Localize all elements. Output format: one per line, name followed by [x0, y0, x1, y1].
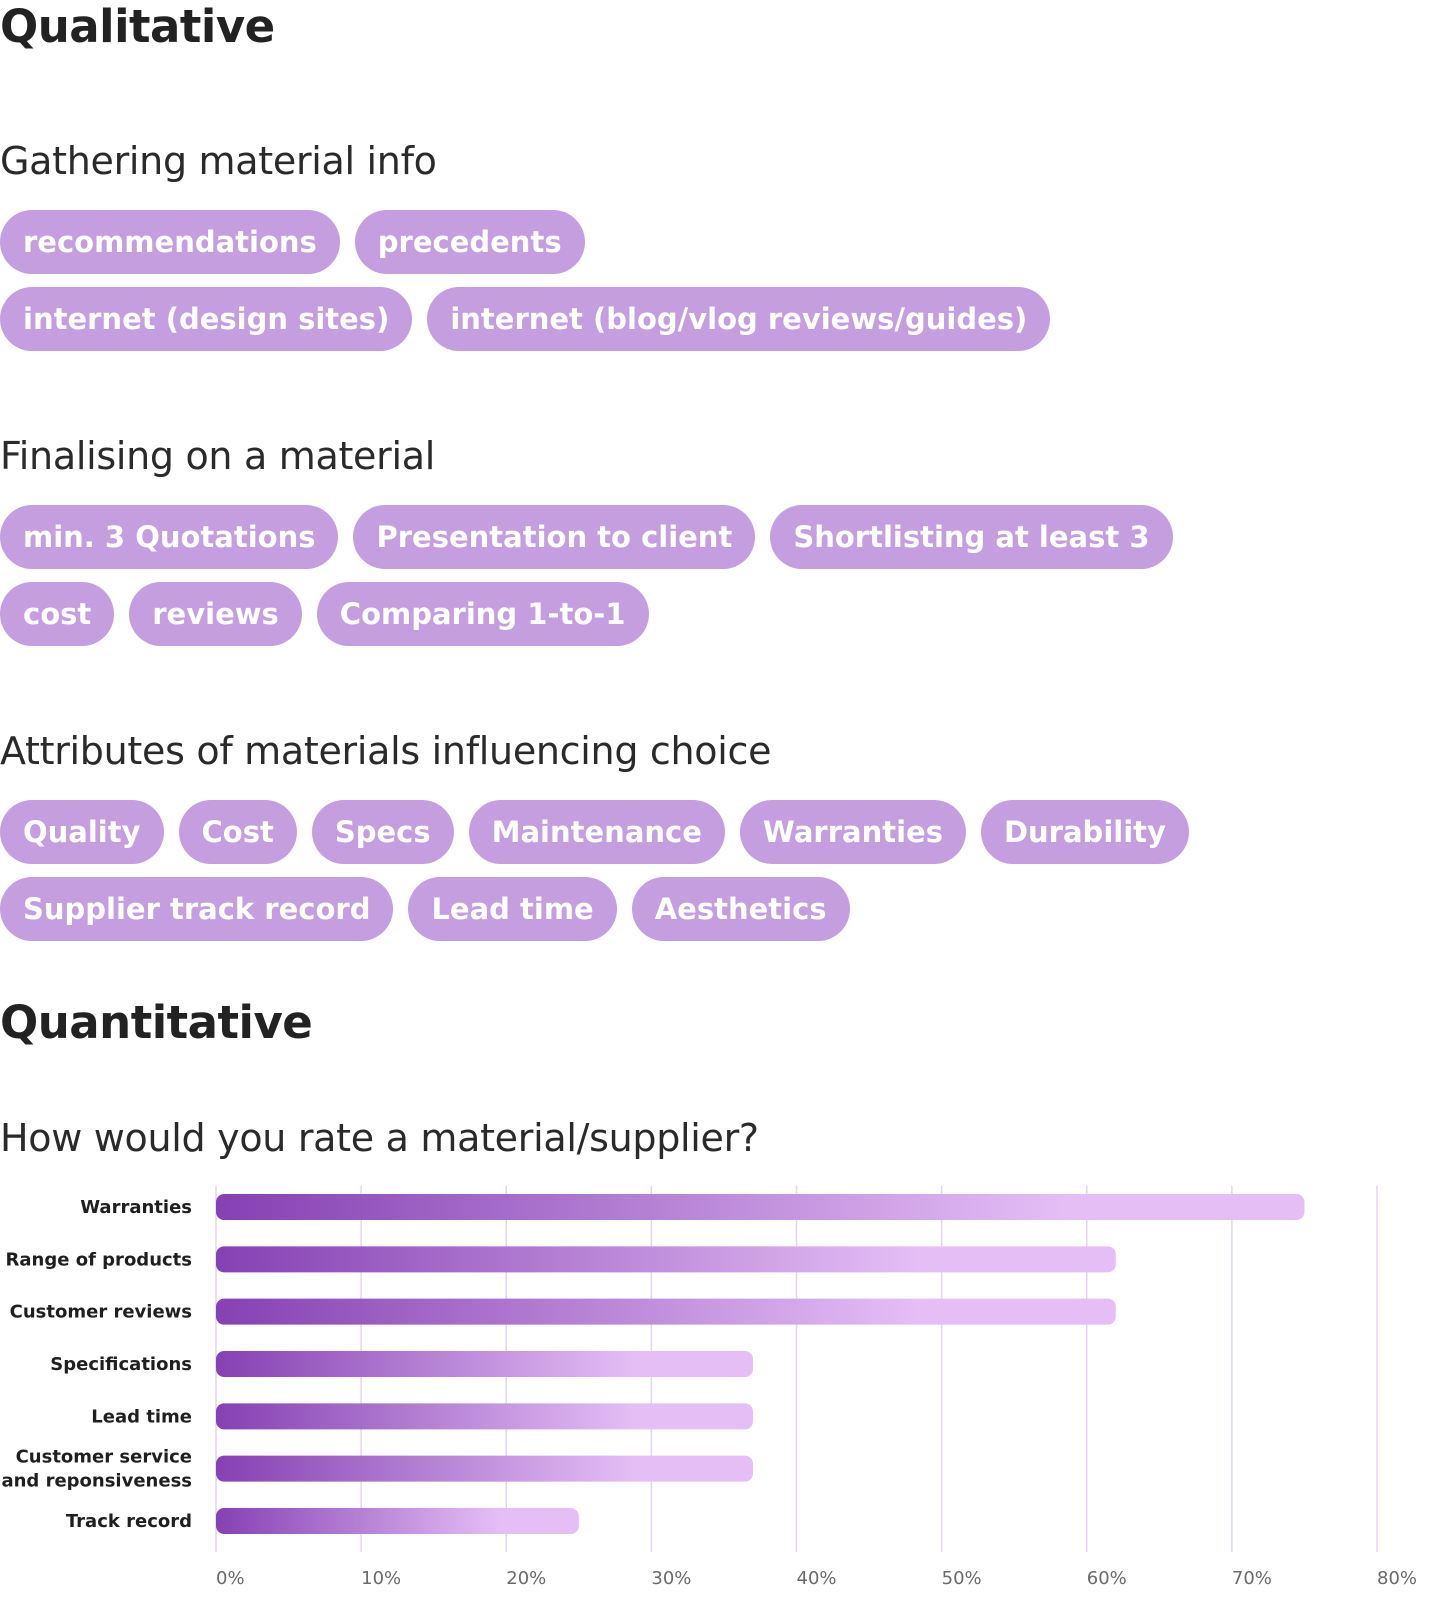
tag-pill: Warranties: [739, 800, 966, 864]
x-tick-label: 50%: [942, 1568, 982, 1589]
finalising-heading: Finalising on a material: [0, 434, 435, 478]
quantitative-heading: Quantitative: [0, 996, 313, 1049]
chart-title: How would you rate a material/supplier?: [0, 1116, 759, 1160]
tag-pill: Specs: [311, 800, 454, 864]
gathering-heading: Gathering material info: [0, 139, 437, 183]
x-tick-label: 10%: [361, 1568, 401, 1589]
bar: [216, 1246, 1116, 1273]
tag-pill: recommendations: [0, 210, 340, 274]
x-tick-label: 30%: [651, 1568, 691, 1589]
gathering-pill-row: recommendations precedents: [0, 210, 585, 274]
tag-pill: internet (design sites): [0, 287, 413, 351]
category-label: Track record: [66, 1511, 192, 1532]
tag-pill: Quality: [0, 800, 164, 864]
tag-pill: Maintenance: [468, 800, 725, 864]
finalising-pill-row: min. 3 Quotations Presentation to client…: [0, 505, 1173, 569]
x-tick-label: 40%: [797, 1568, 837, 1589]
attributes-pill-row: Quality Cost Specs Maintenance Warrantie…: [0, 800, 1189, 864]
tag-pill: Presentation to client: [353, 505, 756, 569]
bar: [216, 1298, 1116, 1325]
bar: [216, 1194, 1305, 1220]
tag-pill: precedents: [354, 210, 585, 274]
bar: [216, 1403, 753, 1430]
category-label: Customer reviews: [10, 1302, 192, 1323]
tag-pill: reviews: [129, 582, 302, 646]
tag-pill: Lead time: [408, 877, 617, 941]
bar-chart: Warranties Range of products Customer revi…: [1, 1186, 1417, 1589]
tag-pill: Shortlisting at least 3: [770, 505, 1173, 569]
bar: [216, 1455, 753, 1482]
attributes-pill-row: Supplier track record Lead time Aestheti…: [0, 877, 850, 941]
bar: [216, 1507, 579, 1534]
tag-pill: min. 3 Quotations: [0, 505, 339, 569]
tag-pill: cost: [0, 582, 115, 646]
x-tick-label: 80%: [1377, 1568, 1417, 1589]
x-tick-label: 20%: [506, 1568, 546, 1589]
attributes-heading: Attributes of materials influencing choi…: [0, 729, 772, 773]
category-label: Range of products: [6, 1249, 192, 1270]
tag-pill: Comparing 1-to-1: [316, 582, 649, 646]
tag-pill: internet (blog/vlog reviews/guides): [427, 287, 1051, 351]
category-label: Specifications: [50, 1354, 192, 1375]
x-tick-label: 0%: [216, 1568, 245, 1589]
x-tick-label: 60%: [1087, 1568, 1127, 1589]
gathering-pill-row: internet (design sites) internet (blog/v…: [0, 287, 1051, 351]
tag-pill: Cost: [178, 800, 297, 864]
category-label: Warranties: [80, 1197, 192, 1218]
bar: [216, 1350, 753, 1377]
finalising-pill-row: cost reviews Comparing 1-to-1: [0, 582, 649, 646]
category-label: Lead time: [91, 1406, 192, 1427]
category-label: Customer service and reponsiveness: [1, 1447, 192, 1492]
tag-pill: Aesthetics: [631, 877, 850, 941]
qualitative-heading: Qualitative: [0, 0, 275, 53]
tag-pill: Durability: [980, 800, 1189, 864]
tag-pill: Supplier track record: [0, 877, 394, 941]
x-tick-label: 70%: [1232, 1568, 1272, 1589]
